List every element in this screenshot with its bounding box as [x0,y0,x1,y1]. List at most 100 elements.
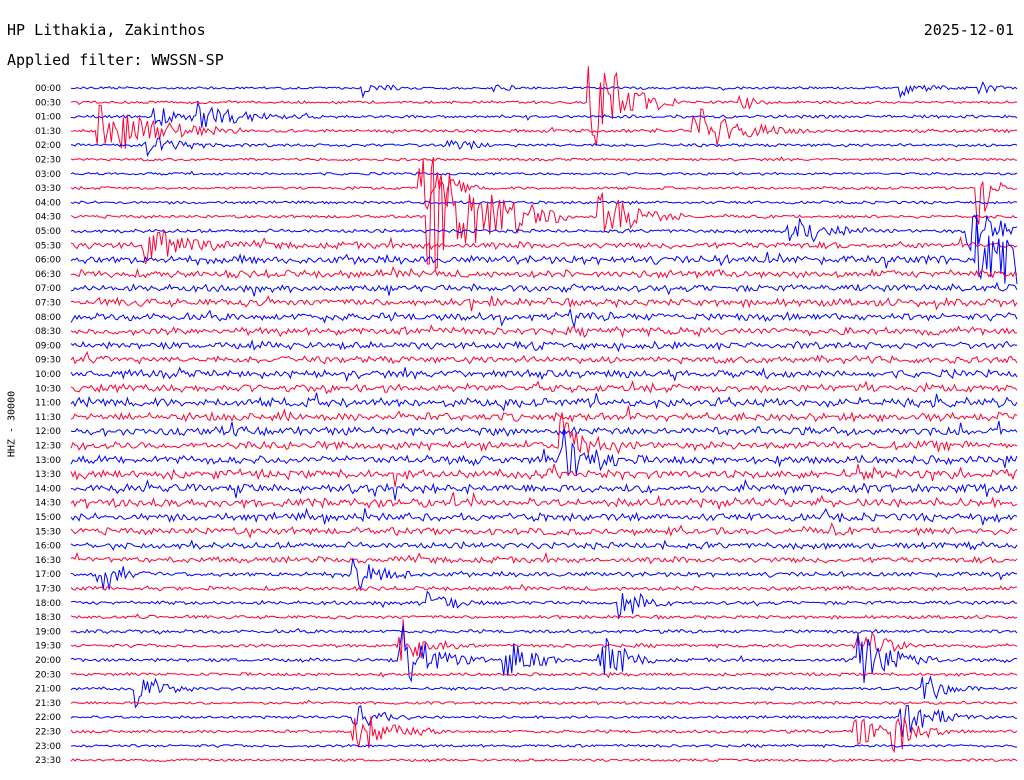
time-tick-label: 03:00 [35,170,61,180]
time-tick-label: 09:30 [35,356,61,366]
trace-line [70,558,1018,590]
time-tick-label: 15:30 [35,527,61,537]
trace-line [70,758,1018,763]
trace-line [70,200,1018,206]
trace-line [70,350,1018,365]
trace-line [70,214,1018,253]
time-tick-label: 11:00 [35,399,61,409]
trace-line [70,324,1018,339]
trace-line [70,539,1018,551]
time-tick-label: 00:30 [35,98,61,108]
trace-line [70,295,1018,312]
time-tick-label: 22:30 [35,728,61,738]
time-tick-label: 07:30 [35,299,61,309]
trace-line [70,405,1018,423]
trace-line [70,412,1018,455]
time-tick-label: 14:30 [35,499,61,509]
time-tick-label: 00:00 [35,84,61,94]
trace-line [70,491,1018,511]
time-tick-label: 10:30 [35,384,61,394]
time-tick-label: 01:00 [35,113,61,123]
trace-line [70,590,1017,618]
trace-line [70,716,1018,754]
trace-line [70,338,1018,353]
time-tick-label: 21:30 [35,699,61,709]
time-tick-label: 20:30 [35,670,61,680]
trace-line [70,158,1018,225]
trace-line [70,366,1018,383]
time-tick-label: 05:30 [35,241,61,251]
trace-line [70,266,1018,280]
trace-line [70,583,1018,592]
trace-line [70,392,1018,412]
time-tick-label: 05:00 [35,227,61,237]
trace-line [70,463,1018,487]
time-tick-label: 22:00 [35,713,61,723]
time-tick-label: 13:30 [35,470,61,480]
date-label: 2025-12-01 [923,21,1014,39]
time-tick-label: 06:00 [35,256,61,266]
trace-line [70,551,1018,565]
trace-line [70,613,1018,620]
trace-line [70,699,1018,706]
trace-line [70,170,1018,176]
time-tick-label: 12:30 [35,442,61,452]
time-tick-label: 04:00 [35,198,61,208]
seismic-traces [70,66,1018,763]
trace-line [70,522,1018,539]
time-tick-label: 23:30 [35,756,61,766]
time-tick-label: 01:30 [35,127,61,137]
trace-line [70,380,1018,395]
trace-line [70,625,1018,683]
time-tick-label: 10:00 [35,370,61,380]
time-tick-labels: 00:00 00:30 01:00 01:30 02:00 02:30 03:00 03:30… [35,84,61,766]
time-tick-label: 08:00 [35,313,61,323]
time-tick-label: 06:30 [35,270,61,280]
time-tick-label: 02:30 [35,156,61,166]
trace-line [70,619,1018,661]
time-tick-label: 16:30 [35,556,61,566]
trace-line [70,156,1018,162]
time-tick-label: 19:00 [35,627,61,637]
trace-line [70,214,1018,285]
time-tick-label: 23:00 [35,742,61,752]
trace-line [70,478,1018,501]
trace-line [70,281,1018,297]
trace-line [70,671,1018,679]
time-tick-label: 18:00 [35,599,61,609]
trace-line [70,101,1018,128]
trace-line [70,428,1018,477]
trace-line [70,66,1018,146]
trace-line [70,704,1018,737]
trace-line [70,420,1018,438]
trace-line [70,507,1018,526]
time-tick-label: 17:30 [35,585,61,595]
time-tick-label: 16:00 [35,542,61,552]
time-tick-label: 04:30 [35,213,61,223]
time-tick-label: 03:30 [35,184,61,194]
time-tick-label: 09:00 [35,341,61,351]
time-tick-label: 08:30 [35,327,61,337]
trace-line [70,81,1018,99]
trace-line [70,104,1018,149]
time-tick-label: 21:00 [35,685,61,695]
trace-line [70,137,1018,157]
trace-line [70,743,1017,749]
trace-line [70,309,1018,328]
time-tick-label: 14:00 [35,484,61,494]
time-tick-label: 13:00 [35,456,61,466]
time-tick-label: 15:00 [35,513,61,523]
time-tick-label: 17:00 [35,570,61,580]
trace-line [70,674,1018,709]
time-tick-label: 18:30 [35,613,61,623]
station-title: HP Lithakia, Zakinthos [7,21,206,39]
filter-label: Applied filter: WWSSN-SP [7,51,224,69]
time-tick-label: 07:00 [35,284,61,294]
time-tick-label: 02:00 [35,141,61,151]
trace-line [70,628,1018,635]
trace-line [70,157,1017,270]
time-tick-label: 11:30 [35,413,61,423]
time-tick-label: 19:30 [35,642,61,652]
time-tick-label: 20:00 [35,656,61,666]
